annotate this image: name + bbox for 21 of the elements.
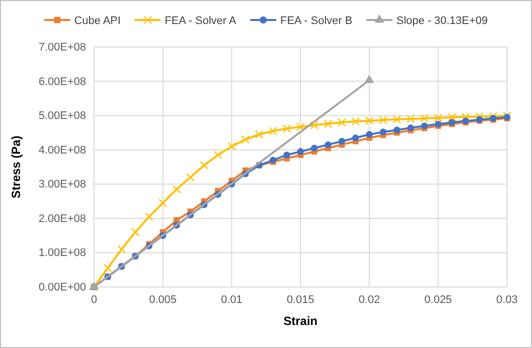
- y-axis-title: Stress (Pa): [9, 136, 23, 198]
- legend-label: FEA - Solver B: [280, 15, 352, 27]
- x-tick-label: 0.025: [424, 294, 452, 306]
- x-axis-title: Strain: [283, 314, 318, 328]
- legend-label: FEA - Solver A: [164, 15, 237, 27]
- y-tick-label: 2.00E+08: [38, 212, 86, 225]
- y-tick-label: 6.00E+08: [38, 76, 86, 88]
- y-tick-label: 3.00E+08: [38, 178, 86, 191]
- legend-label: Slope - 30.13E+09: [396, 15, 488, 27]
- legend-label: Cube API: [74, 15, 121, 27]
- x-tick-label: 0.02: [358, 294, 380, 306]
- x-tick-label: 0: [90, 294, 98, 306]
- x-tick-label: 0.005: [149, 294, 177, 306]
- y-tick-label: 4.00E+08: [38, 144, 86, 156]
- x-tick-label: 0.03: [496, 294, 518, 306]
- y-tick-label: 0.00E+00: [38, 282, 86, 294]
- y-tick-label: 5.00E+08: [38, 110, 86, 122]
- y-tick-label: 1.00E+08: [38, 247, 86, 260]
- x-tick-label: 0.01: [220, 294, 242, 306]
- x-tick-label: 0.015: [286, 294, 314, 306]
- y-tick-label: 7.00E+08: [38, 42, 86, 54]
